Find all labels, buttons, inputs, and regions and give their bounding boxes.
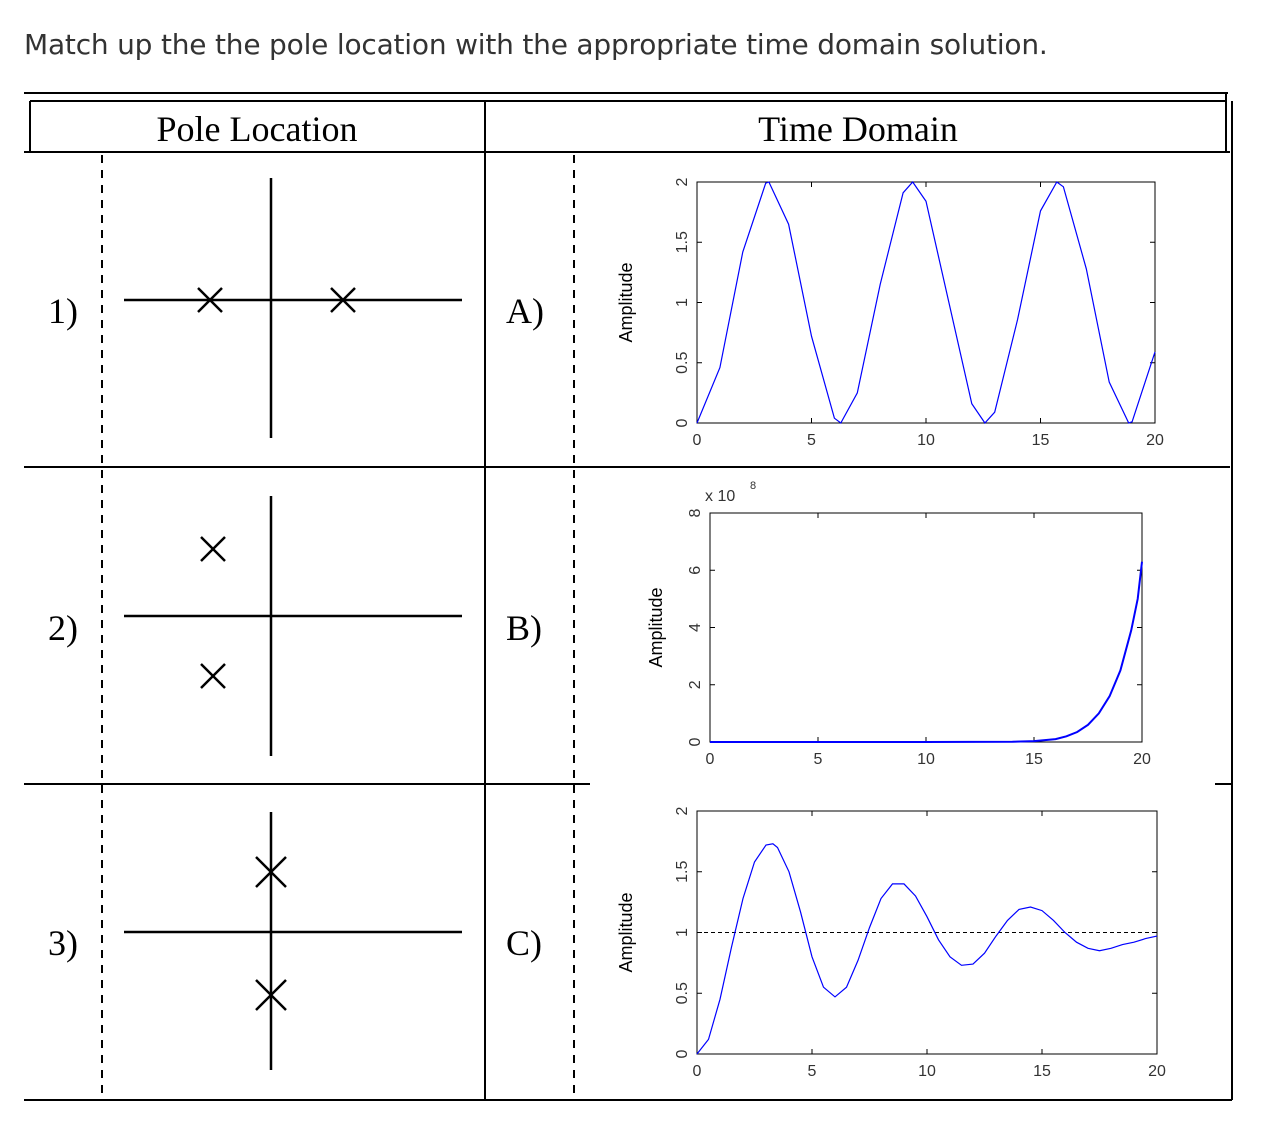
x-tick-label: 15 bbox=[1025, 751, 1043, 768]
series-line bbox=[710, 561, 1143, 743]
row-number-2: 2) bbox=[48, 608, 78, 648]
y-tick-label: 0 bbox=[687, 737, 704, 746]
x-tick-label: 5 bbox=[814, 751, 823, 768]
x-tick-label: 0 bbox=[706, 751, 715, 768]
x-tick-label: 20 bbox=[1133, 751, 1151, 768]
x-tick-label: 10 bbox=[917, 432, 935, 449]
x-tick-label: 20 bbox=[1146, 432, 1164, 449]
axis-multiplier: x 10 bbox=[705, 488, 735, 505]
y-tick-label: 1 bbox=[674, 298, 691, 307]
y-axis-label: Amplitude bbox=[646, 587, 666, 667]
y-tick-label: 4 bbox=[687, 623, 704, 632]
y-axis-label: Amplitude bbox=[616, 892, 636, 972]
x-tick-label: 5 bbox=[807, 432, 816, 449]
plot-frame bbox=[709, 512, 1143, 743]
x-tick-label: 0 bbox=[693, 432, 702, 449]
y-tick-label: 2 bbox=[674, 177, 691, 186]
y-tick-label: 2 bbox=[687, 680, 704, 689]
x-tick-label: 5 bbox=[808, 1063, 817, 1080]
series-line bbox=[696, 181, 1156, 424]
y-tick-label: 6 bbox=[687, 566, 704, 575]
table-frame bbox=[24, 92, 1233, 1101]
two-real-poles-icon bbox=[124, 178, 462, 438]
axis-multiplier-exponent: 8 bbox=[750, 480, 756, 492]
imaginary-axis-poles-icon bbox=[124, 812, 462, 1070]
plot-frame bbox=[696, 810, 1158, 1055]
y-tick-label: 1 bbox=[674, 928, 691, 937]
row-letter-b: B) bbox=[506, 608, 542, 648]
x-tick-label: 10 bbox=[917, 751, 935, 768]
header-time-domain: Time Domain bbox=[758, 109, 958, 149]
time-domain-plot-1: 0 5 10 15 20 0 0.5 1 1.5 2 Amplitude bbox=[616, 177, 1164, 449]
x-tick-label: 20 bbox=[1148, 1063, 1166, 1080]
x-tick-label: 15 bbox=[1033, 1063, 1051, 1080]
x-tick-label: 15 bbox=[1032, 432, 1050, 449]
x-tick-label: 0 bbox=[693, 1063, 702, 1080]
y-tick-label: 2 bbox=[674, 806, 691, 815]
complex-poles-left-half-plane-icon bbox=[124, 496, 462, 756]
time-domain-plot-3: 0 5 10 15 20 0 0.5 1 1.5 2 Amplitude bbox=[616, 806, 1166, 1080]
y-tick-label: 8 bbox=[687, 508, 704, 517]
y-tick-label: 0 bbox=[674, 1049, 691, 1058]
y-tick-label: 1.5 bbox=[674, 861, 691, 883]
y-axis-label: Amplitude bbox=[616, 262, 636, 342]
row-letter-c: C) bbox=[506, 923, 542, 963]
x-tick-label: 10 bbox=[918, 1063, 936, 1080]
question-text: Match up the the pole location with the … bbox=[24, 28, 1048, 61]
y-tick-label: 0.5 bbox=[674, 982, 691, 1004]
series-line bbox=[696, 843, 1158, 1055]
y-tick-label: 0 bbox=[674, 418, 691, 427]
row-number-3: 3) bbox=[48, 923, 78, 963]
row-number-1: 1) bbox=[48, 291, 78, 331]
header-pole-location: Pole Location bbox=[157, 109, 358, 149]
plot-frame bbox=[696, 181, 1156, 424]
row-letter-a: A) bbox=[506, 291, 544, 331]
y-tick-label: 0.5 bbox=[674, 352, 691, 374]
y-tick-label: 1.5 bbox=[674, 231, 691, 253]
